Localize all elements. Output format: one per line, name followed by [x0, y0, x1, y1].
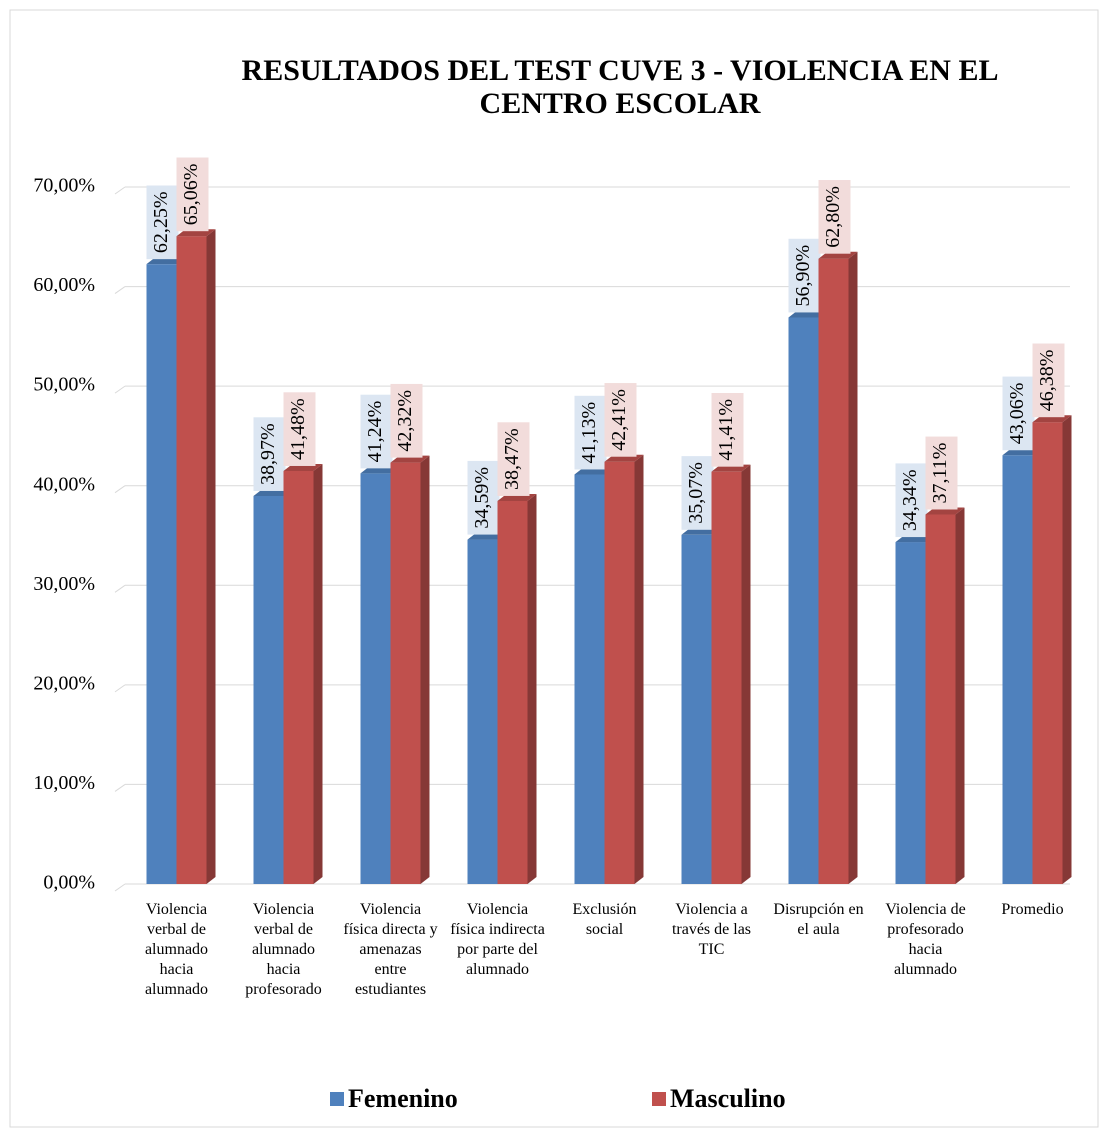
bar	[818, 258, 849, 885]
y-tick-label: 50,00%	[33, 374, 95, 396]
bar	[1032, 422, 1063, 884]
y-tick-label: 0,00%	[43, 872, 95, 894]
bar	[574, 474, 605, 884]
y-tick-label: 10,00%	[33, 772, 95, 794]
value-label-bg	[788, 238, 821, 313]
chart-title: RESULTADOS DEL TEST CUVE 3 - VIOLENCIA E…	[241, 54, 999, 120]
legend-item: Masculino	[652, 1084, 786, 1114]
legend-label: Femenino	[348, 1084, 458, 1113]
value-label: 62,25%	[150, 191, 172, 253]
bar	[604, 461, 635, 884]
value-label: 41,13%	[578, 402, 600, 464]
grid-line	[114, 385, 126, 394]
bar	[895, 542, 926, 884]
value-label-bg	[925, 436, 958, 510]
y-tick-label: 60,00%	[33, 274, 95, 296]
x-tick-label: Exclusión social	[572, 901, 637, 938]
grid-line	[114, 883, 126, 892]
value-label-bg	[253, 417, 286, 491]
value-label-bg	[604, 383, 637, 457]
value-label: 41,48%	[287, 398, 309, 460]
y-tick-label: 70,00%	[33, 175, 95, 197]
x-tick-label: Violencia a través de las TIC	[671, 901, 752, 958]
bar-side	[1062, 415, 1072, 884]
bar	[146, 264, 177, 884]
grid-line	[114, 485, 126, 494]
value-label: 38,47%	[501, 428, 523, 490]
value-label-bg	[360, 394, 393, 469]
value-label: 34,34%	[899, 469, 921, 531]
grid-line	[114, 186, 126, 195]
value-label-bg	[574, 395, 607, 470]
grid-line	[114, 684, 126, 693]
chart-border	[9, 9, 1099, 1128]
x-tick-label: Violencia física indirecta por parte del…	[450, 901, 545, 978]
value-label-bg	[681, 456, 714, 530]
bar	[788, 317, 819, 884]
bar	[467, 539, 498, 884]
value-label-bg	[1032, 343, 1065, 418]
bar	[1002, 455, 1033, 884]
value-label: 41,41%	[715, 399, 737, 461]
bar-side	[313, 463, 323, 884]
value-label-bg	[283, 392, 316, 466]
x-tick-label: Promedio	[1001, 901, 1064, 918]
legend-label: Masculino	[670, 1084, 786, 1113]
value-label: 56,90%	[792, 245, 814, 307]
bar-side	[420, 455, 430, 884]
x-tick-label: Violencia verbal de alumnado hacia alumn…	[144, 901, 209, 998]
bar	[253, 495, 284, 884]
bar	[283, 470, 314, 884]
value-label: 34,59%	[471, 467, 493, 529]
value-label-bg	[497, 422, 530, 496]
value-label: 42,32%	[394, 390, 416, 452]
value-label-bg	[146, 185, 179, 260]
bar-side	[741, 464, 751, 884]
bar	[176, 236, 207, 884]
bar	[711, 471, 742, 884]
value-label: 42,41%	[608, 389, 630, 451]
x-tick-label: Disrupción en el aula	[773, 901, 864, 938]
value-label-bg	[895, 463, 928, 538]
value-label: 62,80%	[822, 186, 844, 248]
value-label-bg	[176, 157, 209, 232]
x-tick-label: Violencia de profesorado hacia alumnado	[885, 901, 966, 978]
value-label: 41,24%	[364, 401, 386, 463]
bar	[360, 473, 391, 884]
grid-line	[114, 584, 126, 593]
bar	[497, 500, 528, 884]
value-label: 37,11%	[929, 443, 951, 504]
bar-side	[634, 454, 644, 884]
bar-side	[955, 507, 965, 884]
bar	[390, 462, 421, 884]
bar	[681, 534, 712, 884]
legend-swatch	[330, 1092, 344, 1106]
grid-line	[114, 286, 126, 294]
grid-line	[114, 784, 126, 792]
y-tick-label: 30,00%	[33, 573, 95, 595]
value-label-bg	[390, 383, 423, 458]
value-label-bg	[711, 393, 744, 467]
bar	[925, 514, 956, 884]
value-label-bg	[467, 460, 500, 535]
legend-item: Femenino	[330, 1084, 458, 1114]
y-tick-label: 20,00%	[33, 672, 95, 694]
y-tick-label: 40,00%	[33, 473, 95, 495]
value-label: 46,38%	[1036, 350, 1058, 412]
value-label: 38,97%	[257, 423, 279, 485]
bar-side	[848, 251, 858, 885]
legend-swatch	[652, 1092, 666, 1106]
value-label-bg	[818, 180, 851, 254]
x-tick-label: Violencia física directa y amenazas entr…	[343, 901, 438, 998]
value-label-bg	[1002, 376, 1035, 451]
value-label: 43,06%	[1006, 383, 1028, 445]
bar-side	[206, 229, 216, 884]
x-tick-label: Violencia verbal de alumnado hacia profe…	[245, 901, 322, 998]
value-label: 65,06%	[180, 164, 202, 226]
value-label: 35,07%	[685, 462, 707, 524]
bar-side	[527, 493, 537, 884]
